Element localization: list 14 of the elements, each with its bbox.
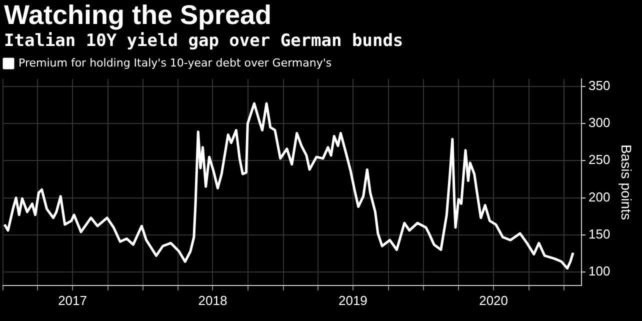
y-tick-label: 300 [588,115,610,130]
chart-subtitle: Italian 10Y yield gap over German bunds [4,30,404,52]
y-axis-title: Basis points [618,144,635,220]
x-tick-label: 2019 [338,292,368,308]
legend-label: Premium for holding Italy's 10-year debt over Germany's [18,56,332,70]
y-tick-label: 150 [588,226,610,242]
y-tick-label: 350 [588,78,610,94]
y-tick-label: 200 [588,189,610,204]
x-tick-label: 2018 [198,292,228,308]
y-tick-label: 250 [588,152,610,168]
chart-title: Watching the Spread [4,0,272,30]
x-tick-label: 2020 [479,292,508,308]
x-tick-label: 2017 [58,292,87,308]
y-tick-label: 100 [588,264,610,279]
